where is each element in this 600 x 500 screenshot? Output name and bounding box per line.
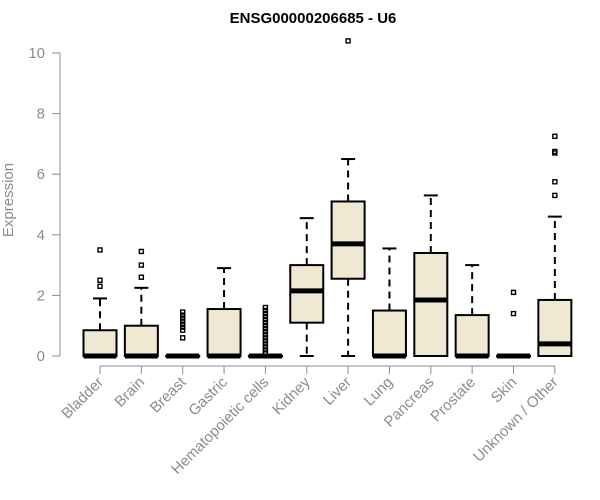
x-tick-label: Prostate — [427, 374, 479, 426]
y-tick-label: 0 — [37, 348, 45, 365]
x-tick-label: Liver — [320, 374, 355, 409]
outlier-point — [262, 332, 269, 338]
outlier-point — [552, 133, 558, 140]
x-tick-label: Brain — [111, 374, 148, 411]
outlier-point — [510, 289, 517, 296]
outlier-point — [262, 319, 269, 326]
outlier-point — [262, 347, 269, 353]
outlier-point — [262, 326, 269, 332]
outlier-point — [262, 313, 269, 320]
box — [537, 298, 573, 358]
outlier-point — [510, 310, 517, 317]
box — [371, 309, 407, 357]
outlier-point — [262, 304, 269, 311]
outlier-point — [262, 335, 269, 341]
box-group — [330, 38, 366, 357]
y-tick-label: 2 — [37, 287, 45, 304]
y-axis-label: Expression — [0, 163, 17, 237]
outlier-point — [345, 38, 351, 44]
outlier-point — [262, 316, 269, 323]
outlier-point — [97, 277, 103, 283]
outlier-point — [262, 310, 269, 317]
box-group — [454, 264, 490, 359]
y-tick-label: 10 — [28, 45, 45, 62]
box-group — [537, 133, 573, 358]
outlier-point — [179, 309, 186, 315]
outlier-point — [552, 148, 558, 155]
outlier-point — [179, 312, 186, 318]
y-tick-label: 6 — [37, 166, 45, 183]
chart-title: ENSG00000206685 - U6 — [230, 10, 397, 27]
outlier-point — [262, 344, 269, 350]
box-group — [289, 217, 325, 357]
outlier-point — [262, 323, 269, 329]
y-axis: 0 2 4 6 8 10 — [28, 45, 61, 365]
x-tick-label: Breast — [147, 373, 190, 416]
box — [330, 200, 366, 280]
box-group — [371, 247, 407, 359]
outlier-point — [97, 283, 103, 290]
outlier-point — [179, 335, 186, 341]
outlier-point — [138, 262, 145, 268]
box-group — [123, 248, 159, 359]
x-tick-label: Lung — [361, 374, 397, 410]
outlier-point — [262, 350, 269, 356]
outlier-point — [552, 179, 558, 185]
outlier-point — [179, 324, 186, 330]
box — [206, 308, 242, 358]
outlier-point — [179, 321, 186, 327]
outlier-point — [552, 192, 558, 199]
outlier-point — [179, 315, 186, 321]
outlier-point — [262, 329, 269, 335]
box-group — [247, 304, 283, 359]
outlier-point — [262, 341, 269, 347]
box — [82, 329, 118, 357]
box-group — [413, 194, 449, 357]
box-group — [82, 247, 118, 359]
x-tick-label: Skin — [488, 374, 521, 407]
outlier-point — [179, 327, 186, 333]
box-group — [165, 309, 201, 359]
box-series — [82, 38, 573, 359]
box — [289, 264, 325, 324]
outlier-point — [262, 338, 269, 344]
x-tick-label: Kidney — [269, 373, 314, 418]
y-tick-label: 8 — [37, 106, 45, 123]
box — [413, 251, 449, 357]
outlier-point — [138, 274, 145, 280]
outlier-point — [138, 248, 145, 255]
box-group — [496, 289, 531, 359]
box-group — [206, 267, 242, 359]
box — [454, 314, 490, 357]
box — [123, 324, 159, 358]
outlier-point — [179, 318, 186, 324]
y-tick-label: 4 — [37, 227, 45, 244]
x-tick-label: Bladder — [58, 374, 107, 423]
outlier-point — [262, 307, 269, 314]
outlier-point — [97, 247, 103, 253]
